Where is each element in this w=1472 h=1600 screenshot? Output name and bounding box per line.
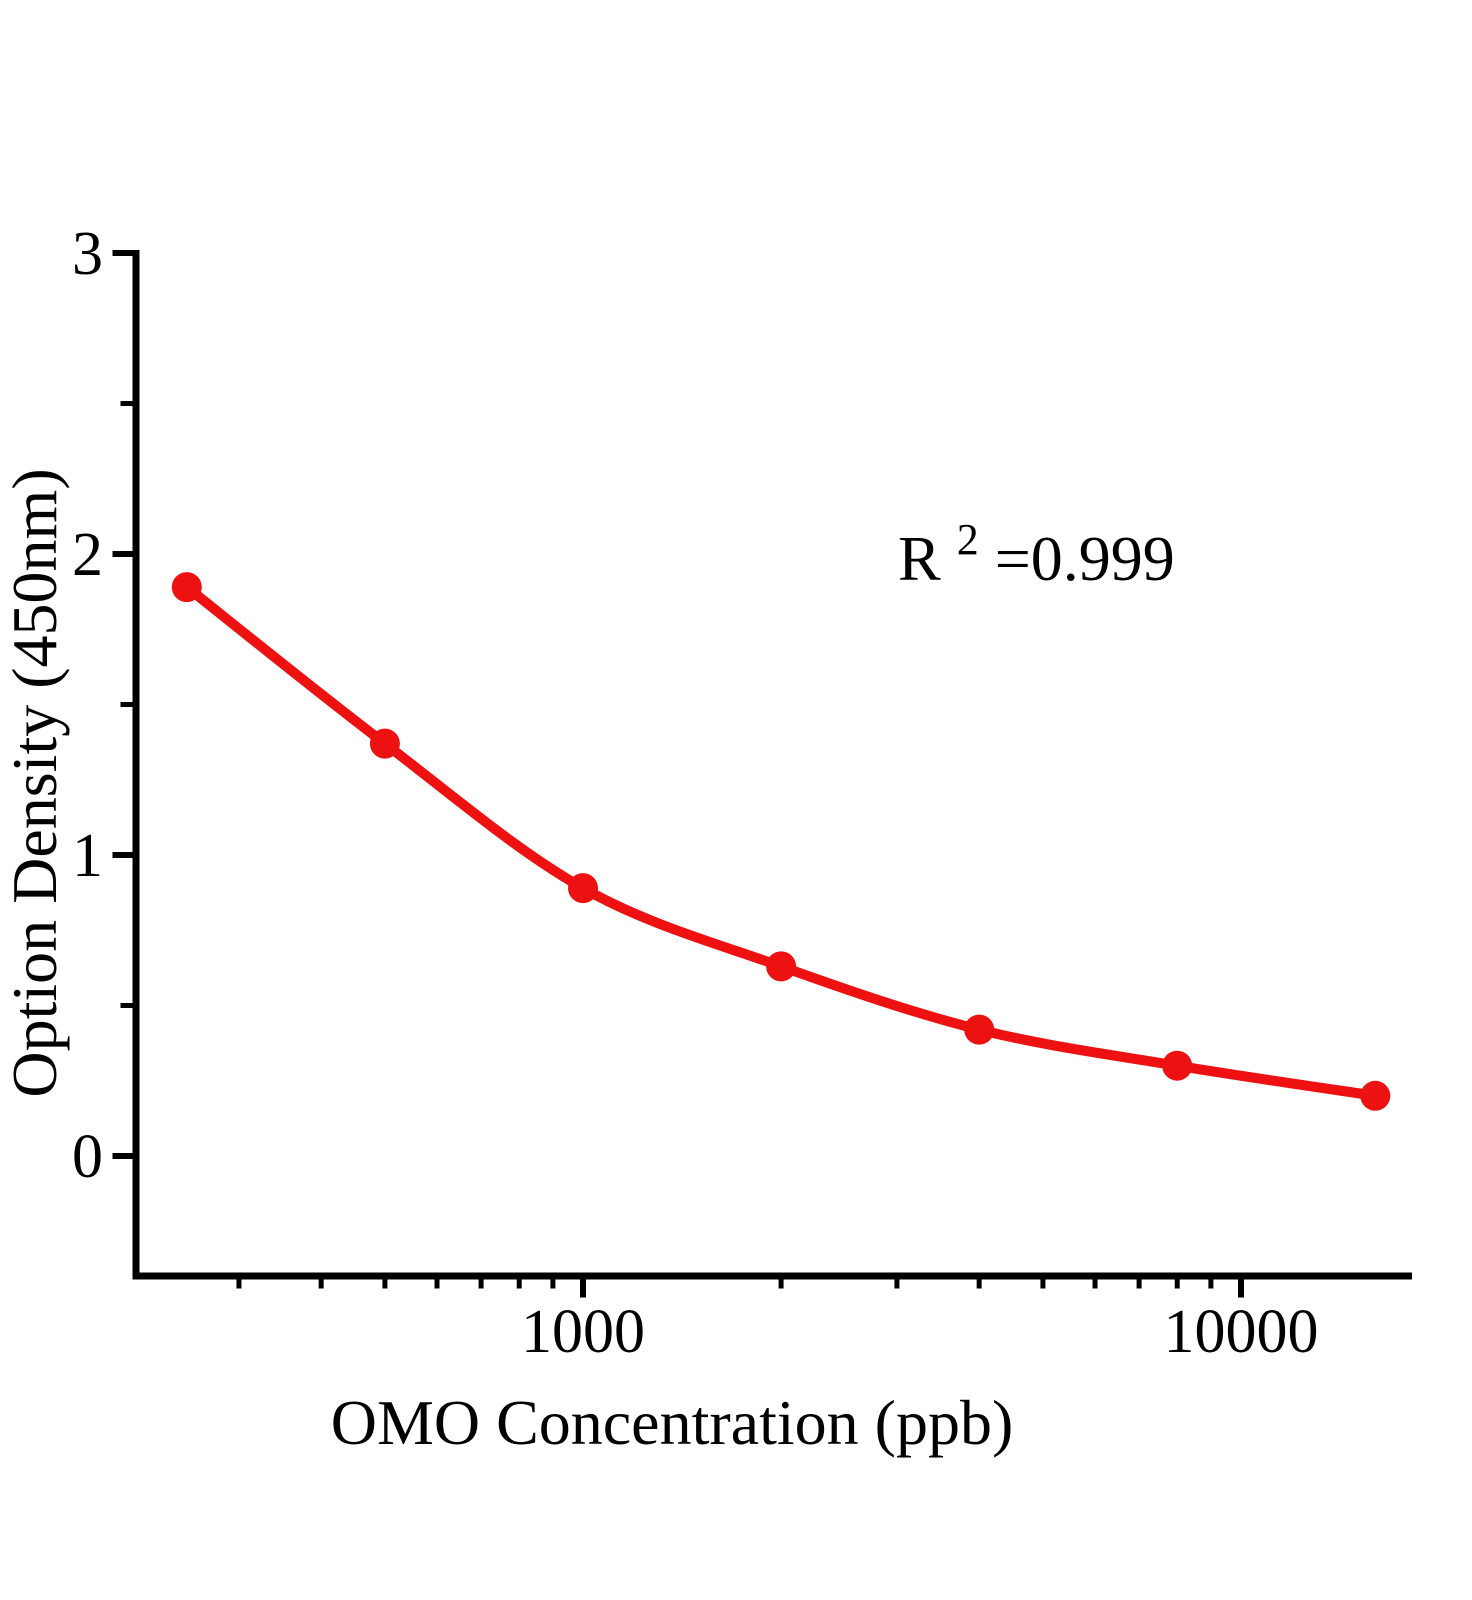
annotation-value: =0.999 (995, 523, 1175, 594)
tick-labels-layer: 3 2 1 0 1000 10000 (72, 220, 1319, 1366)
data-point (369, 728, 400, 759)
fit-curve (181, 582, 1381, 1101)
data-point (1360, 1080, 1391, 1111)
data-point (171, 572, 202, 603)
axes-layer (132, 250, 1412, 1280)
annotation-superscript: 2 (957, 515, 979, 564)
y-tick-label: 3 (72, 220, 103, 288)
x-tick-label: 1000 (521, 1298, 645, 1366)
data-series-layer (171, 572, 1391, 1111)
x-tick-label: 10000 (1164, 1298, 1319, 1366)
data-point (1162, 1050, 1193, 1081)
y-axis-title: Option Density (450nm) (0, 468, 70, 1097)
x-axis-title: OMO Concentration (ppb) (331, 1387, 1014, 1458)
data-point (766, 951, 797, 982)
y-tick-label: 2 (72, 521, 103, 589)
annotation-base: R (898, 523, 941, 594)
r-squared-annotation: R 2 =0.999 (898, 497, 1175, 594)
data-point (964, 1014, 995, 1045)
y-tick-label: 0 (72, 1123, 103, 1191)
ticks-layer (112, 250, 1244, 1298)
data-point (568, 873, 598, 904)
y-tick-label: 1 (72, 822, 103, 890)
